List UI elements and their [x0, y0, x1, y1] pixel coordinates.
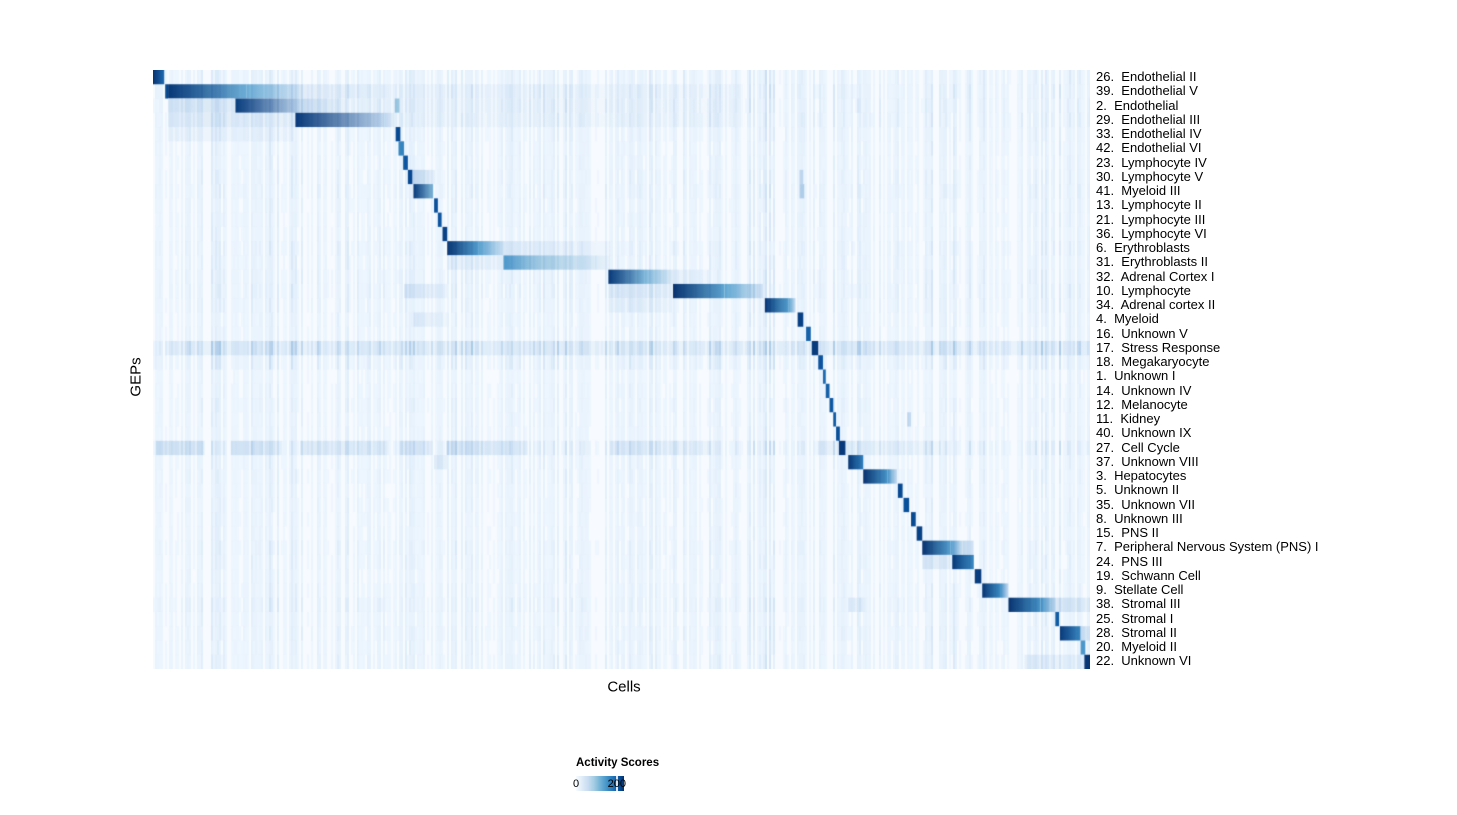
gep-row-label: 39. Endothelial V [1096, 83, 1198, 99]
colorbar-legend: Activity Scores 0 200 [572, 757, 716, 791]
gep-row-label: 9. Stellate Cell [1096, 582, 1184, 597]
legend-gradient-bar [576, 776, 624, 791]
gep-row-label: 38. Stromal III [1096, 596, 1181, 612]
gep-row-label: 14. Unknown IV [1096, 382, 1192, 398]
gep-row-label: 16. Unknown V [1096, 325, 1188, 341]
legend-tick-label-200: 200 [607, 778, 627, 790]
gep-row-label: 30. Lymphocyte V [1096, 168, 1204, 184]
y-axis-label: GEPs [127, 357, 145, 397]
gep-row-label: 1. Unknown I [1096, 368, 1176, 384]
gep-row-label: 29. Endothelial III [1096, 111, 1201, 127]
gep-row-label: 36. Lymphocyte VI [1096, 225, 1207, 241]
gep-row-label: 31. Erythroblasts II [1096, 254, 1208, 270]
gep-row-labels: 26. Endothelial II 39. Endothelial V 2. En… [1096, 69, 1456, 669]
gep-row-label: 32. Adrenal Cortex I [1096, 268, 1215, 284]
gep-row-label: 22. Unknown VI [1096, 653, 1192, 669]
gep-row-label: 2. Endothelial [1096, 97, 1179, 113]
gep-row-label: 17. Stress Response [1096, 339, 1221, 355]
gep-row-label: 24. PNS III [1096, 553, 1163, 569]
gep-row-label: 28. Stromal II [1096, 624, 1177, 640]
gep-row-label: 34. Adrenal cortex II [1096, 297, 1216, 312]
gep-row-label: 25. Stromal I [1096, 610, 1174, 626]
gep-row-label: 19. Schwann Cell [1096, 567, 1201, 583]
gep-row-label: 18. Megakaryocyte [1096, 354, 1210, 369]
gep-row-label: 12. Melanocyte [1096, 396, 1188, 412]
gep-row-label: 11. Kidney [1096, 411, 1161, 426]
legend-tick-label-0: 0 [572, 778, 580, 790]
gep-row-label: 27. Cell Cycle [1096, 439, 1180, 455]
gep-row-label: 35. Unknown VII [1096, 496, 1195, 512]
gep-row-label: 20. Myeloid II [1096, 639, 1177, 654]
gep-row-label: 6. Erythroblasts [1096, 240, 1190, 255]
gep-row-label: 41. Myeloid III [1096, 183, 1181, 198]
gep-row-label: 7. Peripheral Nervous System (PNS) I [1096, 539, 1319, 555]
heatmap-canvas [153, 70, 1090, 669]
gep-row-label: 13. Lymphocyte II [1096, 197, 1202, 213]
gep-row-label: 23. Lymphocyte IV [1096, 154, 1207, 170]
gep-row-label: 37. Unknown VIII [1096, 453, 1199, 469]
legend-title: Activity Scores [576, 757, 660, 769]
gep-row-label: 33. Endothelial IV [1096, 126, 1202, 141]
x-axis-label: Cells [607, 678, 641, 696]
gep-row-label: 3. Hepatocytes [1096, 468, 1187, 483]
legend-tick-mark [615, 776, 618, 791]
gep-row-label: 8. Unknown III [1096, 510, 1183, 526]
gep-row-label: 40. Unknown IX [1096, 425, 1192, 441]
gep-row-label: 42. Endothelial VI [1096, 140, 1202, 156]
gep-row-label: 26. Endothelial II [1096, 69, 1197, 84]
gep-row-label: 5. Unknown II [1096, 482, 1180, 498]
gep-row-label: 4. Myeloid [1096, 311, 1159, 327]
gep-row-label: 21. Lymphocyte III [1096, 211, 1206, 227]
gep-row-label: 10. Lymphocyte [1096, 282, 1191, 298]
gep-row-label: 15. PNS II [1096, 525, 1159, 540]
